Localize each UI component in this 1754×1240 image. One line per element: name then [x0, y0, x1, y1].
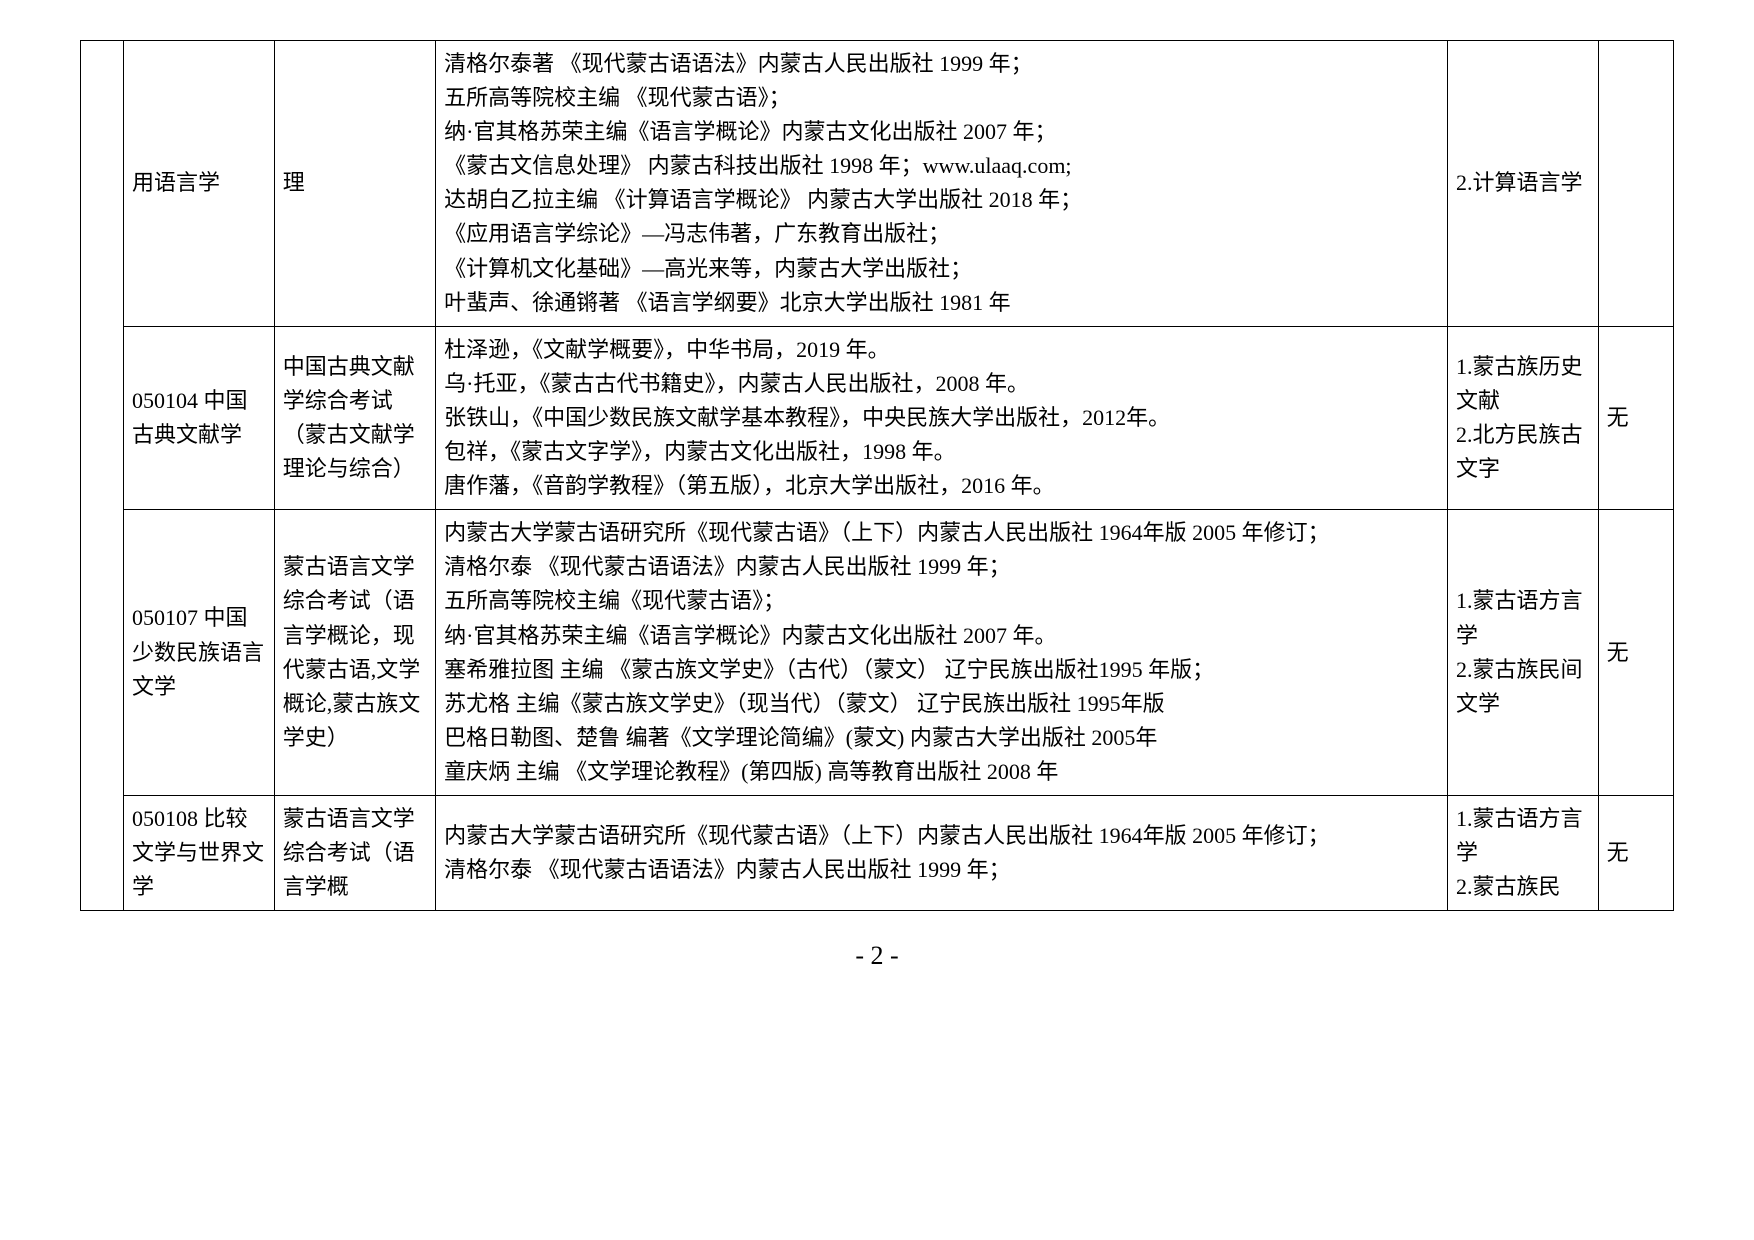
cell: 2.计算语言学: [1447, 41, 1598, 327]
table-row: 050107 中国少数民族语言文学 蒙古语言文学综合考试（语言学概论，现代蒙古语…: [81, 510, 1674, 796]
cell: 蒙古语言文学综合考试（语言学概论，现代蒙古语,文学概论,蒙古族文学史）: [274, 510, 435, 796]
page-number: - 2 -: [80, 941, 1674, 971]
cell: 杜泽逊，《文献学概要》，中华书局，2019 年。乌·托亚，《蒙古古代书籍史》，内…: [436, 326, 1448, 509]
cell: 1.蒙古语方言学2.蒙古族民: [1447, 795, 1598, 910]
cell: 中国古典文献学综合考试（蒙古文献学理论与综合）: [274, 326, 435, 509]
cell: [1598, 41, 1673, 327]
cell: 清格尔泰著 《现代蒙古语语法》内蒙古人民出版社 1999 年；五所高等院校主编 …: [436, 41, 1448, 327]
cell: 内蒙古大学蒙古语研究所《现代蒙古语》（上下）内蒙古人民出版社 1964年版 20…: [436, 795, 1448, 910]
cell: 1.蒙古族历史文献2.北方民族古文字: [1447, 326, 1598, 509]
cell: 内蒙古大学蒙古语研究所《现代蒙古语》（上下）内蒙古人民出版社 1964年版 20…: [436, 510, 1448, 796]
table-row: 050104 中国古典文献学 中国古典文献学综合考试（蒙古文献学理论与综合） 杜…: [81, 326, 1674, 509]
cell: 无: [1598, 326, 1673, 509]
document-table: 用语言学 理 清格尔泰著 《现代蒙古语语法》内蒙古人民出版社 1999 年；五所…: [80, 40, 1674, 911]
cell: 1.蒙古语方言学2.蒙古族民间文学: [1447, 510, 1598, 796]
cell: 蒙古语言文学综合考试（语言学概: [274, 795, 435, 910]
table-row: 用语言学 理 清格尔泰著 《现代蒙古语语法》内蒙古人民出版社 1999 年；五所…: [81, 41, 1674, 327]
table-row: 050108 比较文学与世界文学 蒙古语言文学综合考试（语言学概 内蒙古大学蒙古…: [81, 795, 1674, 910]
cell: 050108 比较文学与世界文学: [124, 795, 275, 910]
cell: 用语言学: [124, 41, 275, 327]
cell: 无: [1598, 795, 1673, 910]
cell: 理: [274, 41, 435, 327]
cell: 无: [1598, 510, 1673, 796]
cell-empty: [81, 41, 124, 911]
cell: 050104 中国古典文献学: [124, 326, 275, 509]
cell: 050107 中国少数民族语言文学: [124, 510, 275, 796]
